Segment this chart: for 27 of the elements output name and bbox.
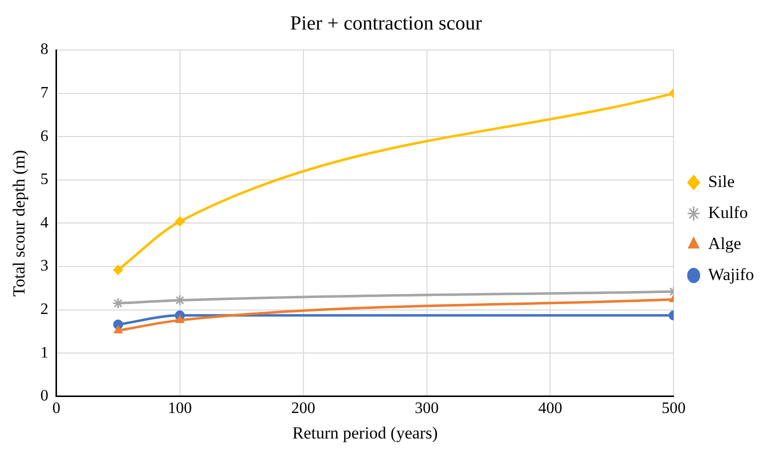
y-tick-label: 8 [40, 41, 48, 58]
x-axis-title: Return period (years) [292, 423, 438, 442]
y-tick-label: 0 [40, 388, 48, 405]
legend-label: Sile [708, 172, 735, 191]
point [113, 264, 124, 275]
y-tick-label: 2 [40, 301, 48, 318]
point [175, 315, 184, 323]
y-tick-label: 7 [40, 84, 48, 102]
y-tick-label: 6 [40, 128, 48, 145]
x-tick-label: 300 [414, 400, 439, 418]
x-tick-label: 100 [168, 400, 192, 418]
y-axis-title: Total scour depth (m) [10, 150, 29, 296]
legend-label: Alge [708, 234, 742, 253]
y-tick-label: 3 [40, 258, 48, 275]
y-tick-label: 5 [40, 171, 48, 188]
x-tick-label: 500 [662, 400, 686, 418]
legend-label: Wajifo [708, 264, 754, 284]
point [114, 326, 123, 334]
point [112, 298, 124, 310]
y-tick-label: 4 [40, 214, 48, 232]
x-tick-label: 0 [52, 400, 60, 418]
point [174, 216, 185, 226]
x-tick-label: 200 [291, 400, 316, 418]
y-tick-label: 1 [40, 344, 48, 362]
x-tick-label: 400 [538, 400, 562, 418]
chart-title: Pier + contraction scour [290, 12, 482, 34]
legend-label: Kulfo [708, 202, 748, 222]
